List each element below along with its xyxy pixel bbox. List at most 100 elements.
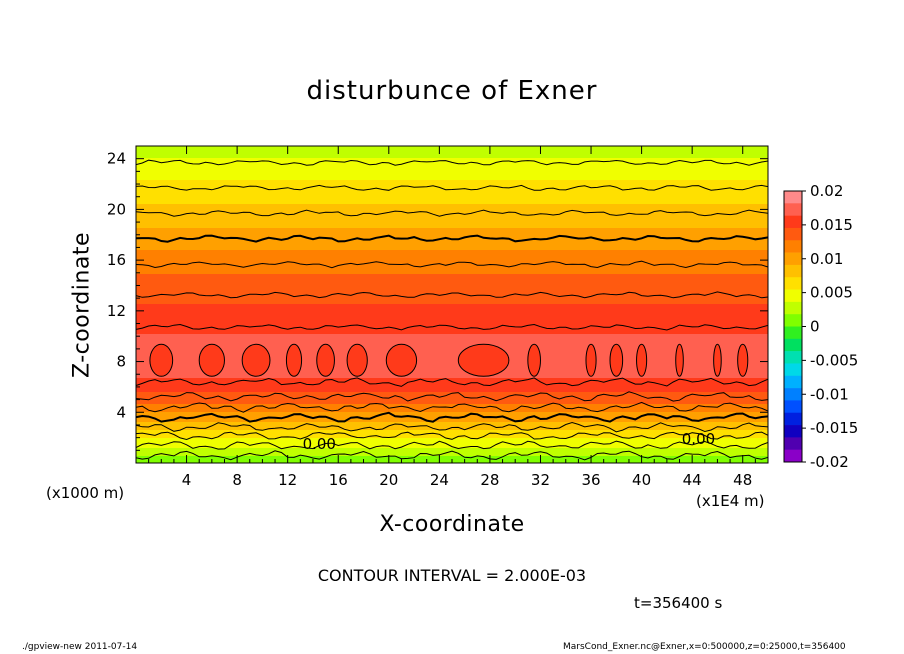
contour-blob bbox=[585, 343, 597, 377]
x-tick-label: 32 bbox=[531, 471, 550, 489]
heatmap-band bbox=[136, 264, 768, 267]
x-tick-label: 40 bbox=[632, 471, 651, 489]
heatmap-band bbox=[136, 404, 768, 407]
heatmap-band bbox=[136, 192, 768, 195]
heatmap-band bbox=[136, 424, 768, 427]
contour-line bbox=[136, 291, 768, 299]
heatmap-band bbox=[136, 320, 768, 323]
heatmap-band bbox=[136, 372, 768, 375]
heatmap-band bbox=[136, 156, 768, 159]
heatmap-band bbox=[136, 182, 768, 185]
heatmap-band bbox=[136, 370, 768, 373]
colorbar-swatch bbox=[784, 400, 802, 414]
contour-line bbox=[136, 401, 768, 413]
heatmap-band bbox=[136, 332, 768, 335]
heatmap-band bbox=[136, 308, 768, 311]
heatmap-band bbox=[136, 274, 768, 277]
contour-line bbox=[136, 323, 768, 331]
heatmap-band bbox=[136, 228, 768, 231]
heatmap-band bbox=[136, 314, 768, 317]
heatmap-band bbox=[136, 164, 768, 167]
heatmap-band bbox=[136, 418, 768, 421]
heatmap-band bbox=[136, 348, 768, 351]
colorbar: 0.02 0.015 0.01 0.005 0 -0.005 -0.01 -0.015 -0.0… bbox=[783, 182, 858, 471]
contour-line bbox=[136, 260, 768, 269]
contour-blob bbox=[713, 343, 722, 377]
heatmap-band bbox=[136, 294, 768, 297]
colorbar-swatch bbox=[784, 375, 802, 389]
y-tick-label: 12 bbox=[107, 302, 126, 320]
heatmap-band bbox=[136, 222, 768, 225]
heatmap-band bbox=[136, 200, 768, 203]
footer-left: ./gpview-new 2011-07-14 bbox=[22, 642, 138, 652]
heatmap-band bbox=[136, 360, 768, 363]
contour-blob bbox=[346, 343, 368, 377]
heatmap-band bbox=[136, 180, 768, 183]
contour-blob bbox=[675, 343, 684, 377]
contour-blob bbox=[149, 343, 174, 377]
contour-interval-label: CONTOUR INTERVAL = 2.000E-03 bbox=[317, 566, 587, 585]
heatmap-band bbox=[136, 454, 768, 457]
heatmap-band bbox=[136, 158, 768, 161]
heatmap-band bbox=[136, 402, 768, 405]
colorbar-swatch bbox=[784, 252, 802, 266]
colorbar-swatch bbox=[784, 314, 802, 327]
heatmap-band bbox=[136, 276, 768, 279]
heatmap-band bbox=[136, 334, 768, 337]
heatmap-band bbox=[136, 232, 768, 235]
heatmap-band bbox=[136, 260, 768, 263]
heatmap-band bbox=[136, 420, 768, 423]
heatmap-band bbox=[136, 234, 768, 237]
contour-blob bbox=[609, 343, 624, 377]
heatmap-band bbox=[136, 250, 768, 253]
heatmap-band bbox=[136, 442, 768, 445]
colorbar-tick-label: 0.01 bbox=[810, 250, 843, 268]
heatmap-band bbox=[136, 368, 768, 371]
contour-line bbox=[136, 421, 768, 433]
colorbar-swatch bbox=[784, 203, 802, 216]
heatmap-band bbox=[136, 288, 768, 291]
heatmap-band bbox=[136, 166, 768, 169]
heatmap-band bbox=[136, 362, 768, 365]
contour-blob bbox=[241, 343, 271, 377]
heatmap-band bbox=[136, 350, 768, 353]
heatmap-band bbox=[136, 414, 768, 417]
heatmap-band bbox=[136, 430, 768, 433]
heatmap-band bbox=[136, 306, 768, 309]
heatmap-band bbox=[136, 328, 768, 331]
x-tick-label: 16 bbox=[329, 471, 348, 489]
heatmap-band bbox=[136, 266, 768, 269]
heatmap-band bbox=[136, 412, 768, 415]
contour-line bbox=[136, 209, 768, 217]
heatmap-band bbox=[136, 178, 768, 181]
colorbar-tick-label: -0.01 bbox=[810, 385, 849, 403]
heatmap-band bbox=[136, 196, 768, 199]
heatmap-band bbox=[136, 356, 768, 359]
heatmap-band bbox=[136, 186, 768, 189]
colorbar-tick-label: 0.02 bbox=[810, 182, 843, 200]
heatmap-band bbox=[136, 444, 768, 447]
x-tick-label: 28 bbox=[480, 471, 499, 489]
heatmap-band bbox=[136, 262, 768, 265]
heatmap-band bbox=[136, 446, 768, 449]
x-tick-label: 12 bbox=[278, 471, 297, 489]
heatmap-band bbox=[136, 354, 768, 357]
heatmap-band bbox=[136, 310, 768, 313]
heatmap-band bbox=[136, 252, 768, 255]
heatmap-band bbox=[136, 428, 768, 431]
heatmap-band bbox=[136, 330, 768, 333]
heatmap-band bbox=[136, 208, 768, 211]
heatmap-band bbox=[136, 386, 768, 389]
heatmap-band bbox=[136, 154, 768, 157]
heatmap-band bbox=[136, 214, 768, 217]
y-tick-label: 4 bbox=[116, 403, 126, 421]
heatmap-band bbox=[136, 452, 768, 455]
colorbar-tick-label: 0 bbox=[810, 318, 820, 336]
x-tick-label: 44 bbox=[683, 471, 702, 489]
heatmap-band bbox=[136, 300, 768, 303]
plot-area: 0.00 0.00 bbox=[136, 146, 768, 463]
contour-line bbox=[136, 377, 768, 387]
y-axis-unit-label: (x1000 m) bbox=[46, 484, 125, 502]
heatmap-band bbox=[136, 174, 768, 177]
colorbar-swatch bbox=[784, 289, 802, 303]
